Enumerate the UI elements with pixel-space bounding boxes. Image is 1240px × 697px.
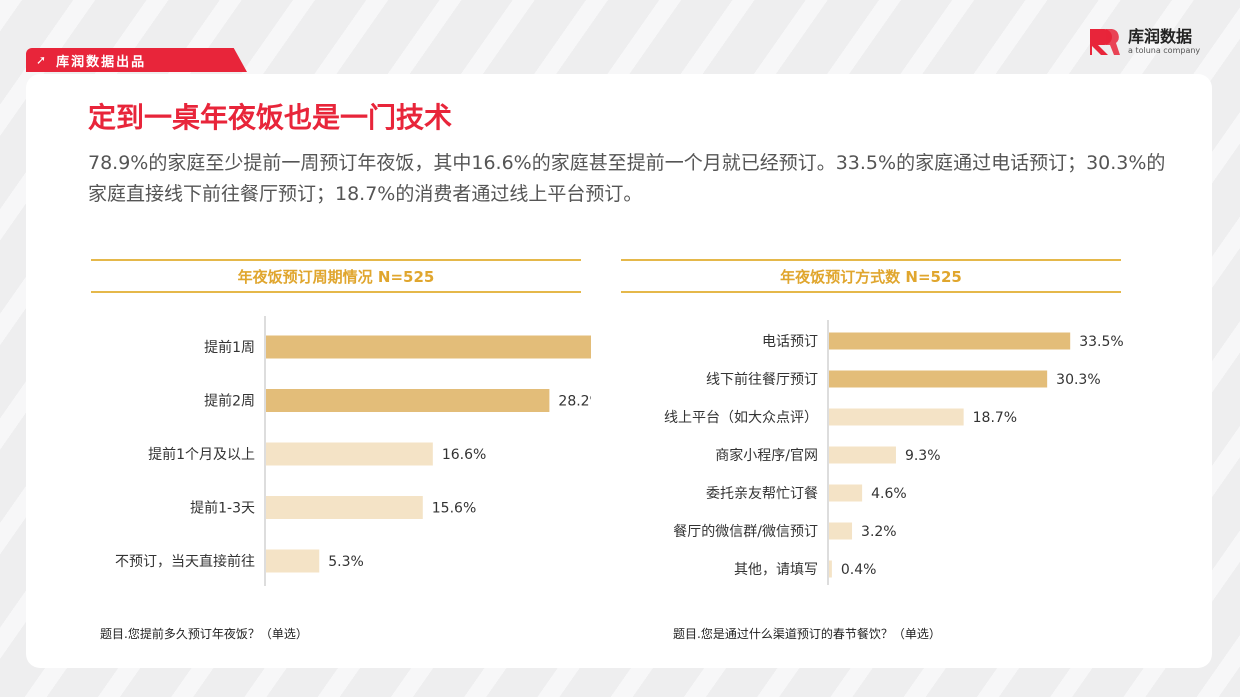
bar <box>829 408 964 426</box>
value-label: 28.2% <box>558 394 591 410</box>
value-label: 30.3% <box>1056 372 1100 388</box>
page-description: 78.9%的家庭至少提前一周预订年夜饭，其中16.6%的家庭甚至提前一个月就已经… <box>88 152 1166 205</box>
bar <box>266 496 423 519</box>
value-label: 5.3% <box>328 554 364 570</box>
badge-label: 库润数据出品 <box>56 54 147 70</box>
value-label: 3.2% <box>861 524 897 540</box>
logo-mark-icon <box>1090 29 1120 55</box>
arrow-icon: ➚ <box>36 53 49 67</box>
category-label: 提前1个月及以上 <box>148 446 255 463</box>
value-label: 4.6% <box>871 486 907 502</box>
category-label: 提前1周 <box>204 339 255 356</box>
bar <box>266 389 550 412</box>
category-label: 电话预订 <box>762 334 818 350</box>
page-title: 定到一桌年夜饭也是一门技术 <box>88 101 453 134</box>
category-label: 商家小程序/官网 <box>715 447 818 464</box>
logo-subtitle: a toluna company <box>1128 46 1201 55</box>
value-label: 0.4% <box>841 562 877 578</box>
chart-booking-method: 电话预订 33.5% 线下前往餐厅预订 30.3% 线上平台（如大众点评） 18.7% 商家… <box>664 320 1124 585</box>
bar <box>829 332 1071 350</box>
value-label: 33.5% <box>1079 334 1123 350</box>
category-label: 餐厅的微信群/微信预订 <box>673 524 818 540</box>
value-label: 9.3% <box>905 448 941 464</box>
category-label: 不预订，当天直接前往 <box>115 553 255 570</box>
bar <box>829 446 896 464</box>
category-label: 提前2周 <box>204 393 255 410</box>
category-label: 委托亲友帮忙订餐 <box>706 486 818 502</box>
value-label: 16.6% <box>442 447 486 463</box>
chart-1-footnote: 题目.您提前多久预订年夜饭？（单选） <box>100 627 308 641</box>
bar <box>829 370 1048 388</box>
value-label: 15.6% <box>432 501 476 517</box>
bar <box>266 549 320 573</box>
category-label: 线下前往餐厅预订 <box>706 371 818 388</box>
bar <box>266 442 433 466</box>
logo-name: 库润数据 <box>1128 27 1193 46</box>
category-label: 线上平台（如大众点评） <box>664 410 818 426</box>
chart-2-title: 年夜饭预订方式数 N=525 <box>621 259 1121 293</box>
category-label: 其他，请填写 <box>734 562 818 578</box>
chart-2-footnote: 题目.您是通过什么渠道预订的春节餐饮？（单选） <box>673 627 941 641</box>
chart-1-title: 年夜饭预订周期情况 N=525 <box>91 259 581 293</box>
bar <box>829 484 863 502</box>
category-label: 提前1-3天 <box>190 500 255 517</box>
source-badge: ➚ 库润数据出品 <box>26 48 247 72</box>
chart-booking-period: 提前1周34.1%提前2周28.2%提前1个月及以上16.6%提前1-3天15.… <box>115 316 591 586</box>
bar <box>266 335 591 359</box>
value-label: 18.7% <box>973 410 1017 426</box>
bar <box>829 560 832 578</box>
brand-logo: 库润数据 a toluna company <box>1088 26 1200 58</box>
bar <box>829 522 853 540</box>
